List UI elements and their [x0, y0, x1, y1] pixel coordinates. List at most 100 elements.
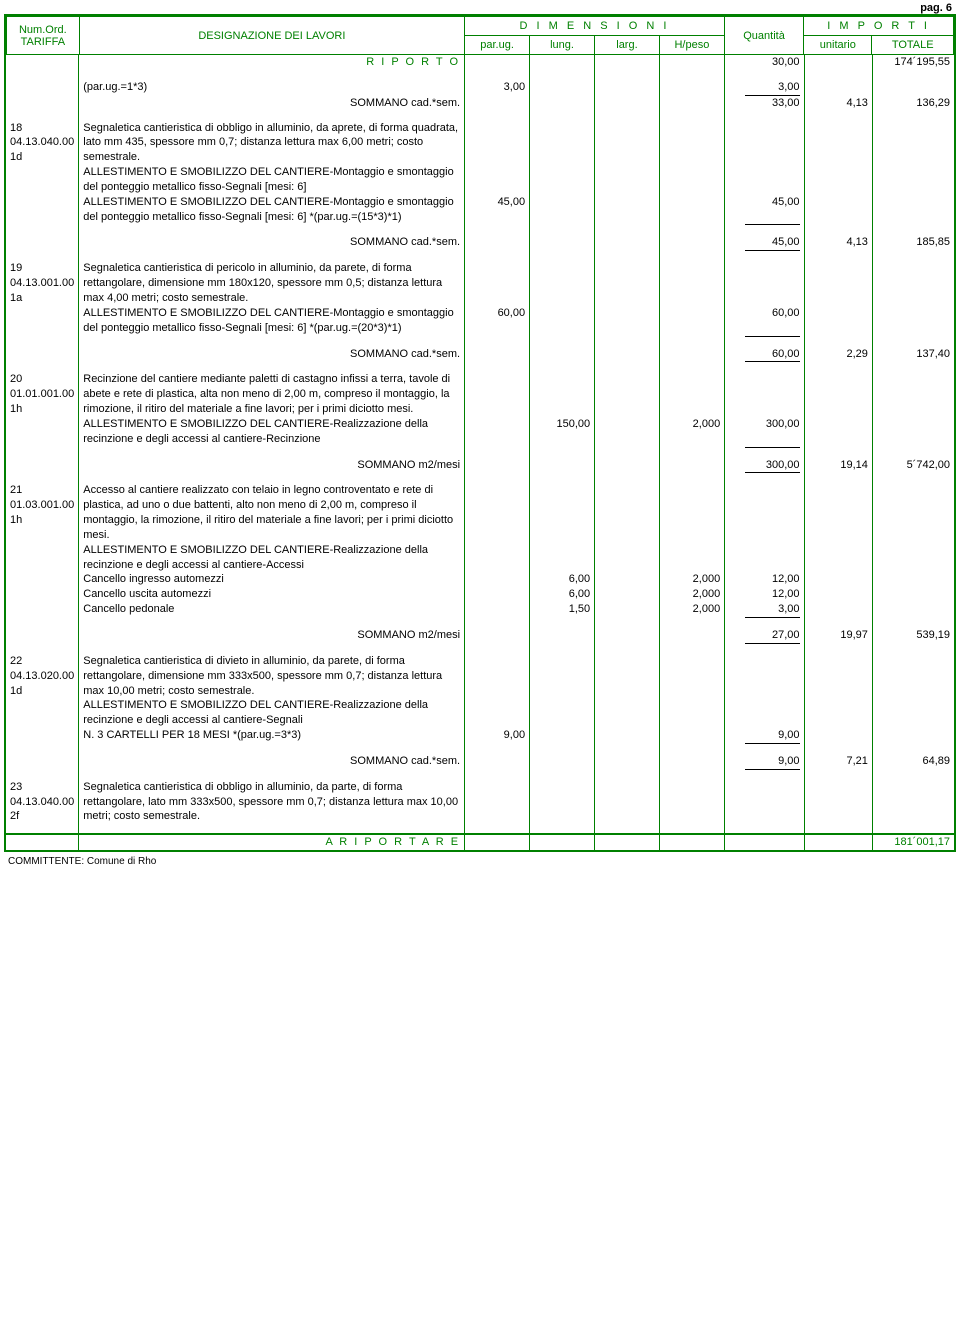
sum-unit: 19,97 — [804, 628, 872, 643]
sum-label: SOMMANO m2/mesi — [79, 458, 465, 473]
item-dim-row: ALLESTIMENTO E SMOBILIZZO DEL CANTIERE-M… — [6, 306, 954, 336]
dim-qty: 60,00 — [725, 306, 804, 336]
item-desc-last: N. 3 CARTELLI PER 18 MESI *(par.ug.=3*3) — [79, 728, 465, 743]
riportare-tot: 181´001,17 — [872, 834, 954, 850]
item-row: 1904.13.001.001aSegnaletica cantieristic… — [6, 261, 954, 306]
hdr-numord: Num.Ord. — [19, 24, 67, 36]
dim-larg — [595, 306, 660, 336]
hdr-unitario: unitario — [804, 36, 872, 55]
item-sum-row: SOMMANO cad.*sem. 45,004,13185,85 — [6, 235, 954, 250]
sum-tot: 137,40 — [872, 347, 954, 362]
item-desc: Segnaletica cantieristica di pericolo in… — [79, 261, 465, 306]
dim-larg — [595, 572, 660, 587]
sum-unit: 4,13 — [804, 235, 872, 250]
dim-parug — [465, 602, 530, 617]
dim-lung: 150,00 — [530, 417, 595, 447]
preline-sum-label: SOMMANO cad.*sem. — [79, 96, 465, 111]
item-dim-row: N. 3 CARTELLI PER 18 MESI *(par.ug.=3*3)… — [6, 728, 954, 743]
extra-label: Cancello pedonale — [79, 602, 465, 617]
dim-larg — [595, 602, 660, 617]
sum-qty: 300,00 — [725, 458, 804, 473]
preline-sum-tot: 136,29 — [872, 96, 954, 111]
item-dim-row: ALLESTIMENTO E SMOBILIZZO DEL CANTIERE-R… — [6, 417, 954, 447]
item-desc-last: ALLESTIMENTO E SMOBILIZZO DEL CANTIERE-M… — [79, 306, 465, 336]
sum-label: SOMMANO m2/mesi — [79, 628, 465, 643]
hdr-totale: TOTALE — [872, 36, 954, 55]
item-sum-row: SOMMANO cad.*sem.9,007,2164,89 — [6, 754, 954, 769]
item-sum-row: SOMMANO m2/mesi27,0019,97539,19 — [6, 628, 954, 643]
dim-lung — [530, 195, 595, 225]
dim-larg — [595, 195, 660, 225]
item-row: 2304.13.040.002fSegnaletica cantieristic… — [6, 780, 954, 825]
item-row: 2101.03.001.001hAccesso al cantiere real… — [6, 483, 954, 572]
committente: COMMITTENTE: Comune di Rho — [0, 852, 960, 867]
hdr-importi: I M P O R T I — [804, 17, 954, 36]
hdr-designazione: DESIGNAZIONE DEI LAVORI — [79, 17, 464, 55]
hdr-lung: lung. — [530, 36, 595, 55]
item-row: 2204.13.020.001dSegnaletica cantieristic… — [6, 654, 954, 728]
item-desc: Recinzione del cantiere mediante paletti… — [79, 372, 465, 417]
extra-label: Cancello ingresso automezzi — [79, 572, 465, 587]
dim-larg — [595, 417, 660, 447]
item-extra-row: Cancello ingresso automezzi 6,00 2,00012,0… — [6, 572, 954, 587]
item-num: 1804.13.040.001d — [6, 121, 79, 195]
hdr-larg: larg. — [594, 36, 659, 55]
dim-hpeso: 2,000 — [660, 417, 725, 447]
dim-parug — [465, 587, 530, 602]
dim-parug: 60,00 — [465, 306, 530, 336]
sum-label: SOMMANO cad.*sem. — [79, 235, 465, 250]
page-number: pag. 6 — [0, 0, 960, 14]
preline-sum-qty: 33,00 — [725, 96, 804, 111]
riporto-tot: 174´195,55 — [872, 55, 954, 70]
item-desc: Segnaletica cantieristica di obbligo in … — [79, 121, 465, 195]
sum-qty: 45,00 — [725, 235, 804, 250]
dim-lung — [530, 306, 595, 336]
hdr-quantita: Quantità — [724, 17, 803, 55]
item-desc-last: ALLESTIMENTO E SMOBILIZZO DEL CANTIERE-R… — [79, 417, 465, 447]
sum-unit: 2,29 — [804, 347, 872, 362]
dim-parug — [465, 417, 530, 447]
item-desc: Accesso al cantiere realizzato con telai… — [79, 483, 465, 572]
dim-lung: 6,00 — [530, 587, 595, 602]
dim-larg — [595, 587, 660, 602]
dim-hpeso — [660, 195, 725, 225]
item-row: 1804.13.040.001dSegnaletica cantieristic… — [6, 121, 954, 195]
preline-desc: (par.ug.=1*3) — [79, 80, 465, 95]
dim-qty: 45,00 — [725, 195, 804, 225]
riporto-qty: 30,00 — [725, 55, 804, 70]
sum-tot: 5´742,00 — [872, 458, 954, 473]
item-extra-row: Cancello uscita automezzi6,002,00012,00 — [6, 587, 954, 602]
preline-row: (par.ug.=1*3) 3,00 3,00 — [6, 80, 954, 95]
riportare-row: A R I P O R T A R E 181´001,17 — [6, 834, 954, 850]
dim-lung: 6,00 — [530, 572, 595, 587]
preline-sum-unit: 4,13 — [804, 96, 872, 111]
dim-hpeso: 2,000 — [660, 587, 725, 602]
item-desc: Segnaletica cantieristica di obbligo in … — [79, 780, 465, 825]
dim-qty: 12,00 — [725, 572, 804, 587]
hdr-dimensioni: D I M E N S I O N I — [465, 17, 725, 36]
item-desc-last: ALLESTIMENTO E SMOBILIZZO DEL CANTIERE-M… — [79, 195, 465, 225]
dim-hpeso: 2,000 — [660, 572, 725, 587]
sum-label: SOMMANO cad.*sem. — [79, 754, 465, 769]
dim-hpeso: 2,000 — [660, 602, 725, 617]
dim-qty: 12,00 — [725, 587, 804, 602]
content-table: R I P O R T O 30,00 174´195,55 (par.ug.=… — [6, 55, 954, 850]
dim-lung — [530, 728, 595, 743]
dim-parug: 45,00 — [465, 195, 530, 225]
sum-unit: 7,21 — [804, 754, 872, 769]
item-num: 2204.13.020.001d — [6, 654, 79, 728]
item-extra-row: Cancello pedonale1,502,0003,00 — [6, 602, 954, 617]
riportare-label: A R I P O R T A R E — [79, 834, 465, 850]
sum-tot: 185,85 — [872, 235, 954, 250]
item-num: 2001.01.001.001h — [6, 372, 79, 417]
dim-parug: 9,00 — [465, 728, 530, 743]
sum-tot: 64,89 — [872, 754, 954, 769]
item-desc: Segnaletica cantieristica di divieto in … — [79, 654, 465, 728]
item-sum-row: SOMMANO m2/mesi300,0019,145´742,00 — [6, 458, 954, 473]
hdr-parug: par.ug. — [465, 36, 530, 55]
riporto-row: R I P O R T O 30,00 174´195,55 — [6, 55, 954, 70]
item-sum-row: SOMMANO cad.*sem.60,002,29137,40 — [6, 347, 954, 362]
dim-qty: 300,00 — [725, 417, 804, 447]
hdr-hpeso: H/peso — [659, 36, 724, 55]
preline-qty: 3,00 — [725, 80, 804, 95]
